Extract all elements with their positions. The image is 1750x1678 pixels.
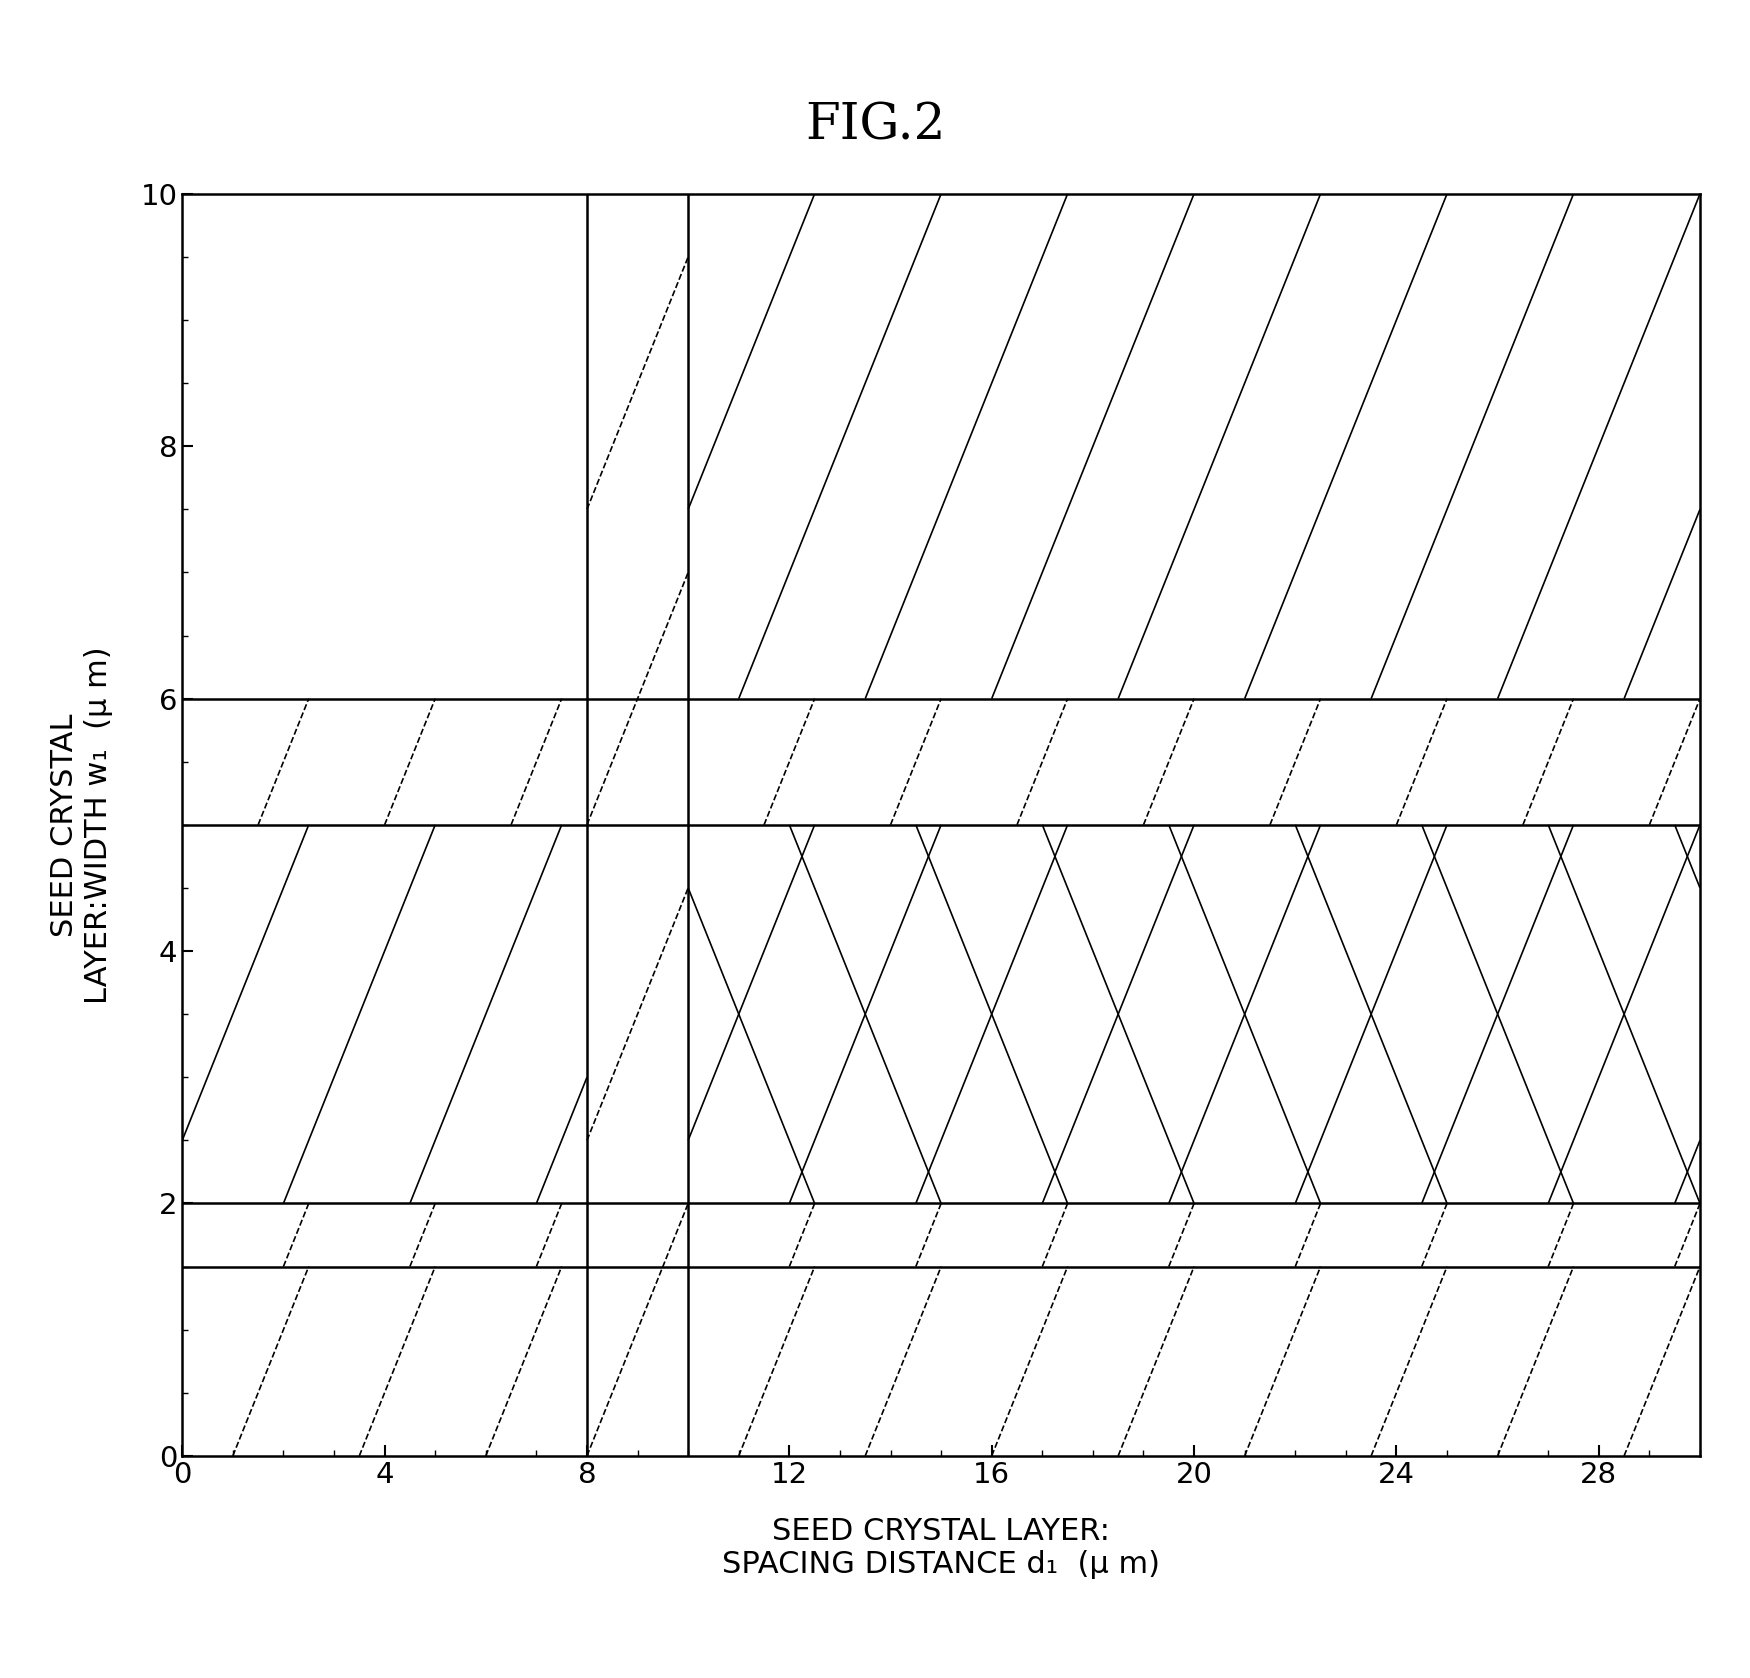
X-axis label: SEED CRYSTAL LAYER:
SPACING DISTANCE d₁  (μ m): SEED CRYSTAL LAYER: SPACING DISTANCE d₁ … bbox=[723, 1517, 1160, 1579]
Text: FIG.2: FIG.2 bbox=[805, 101, 945, 149]
Y-axis label: SEED CRYSTAL
LAYER:WIDTH w₁  (μ m): SEED CRYSTAL LAYER:WIDTH w₁ (μ m) bbox=[51, 646, 112, 1003]
